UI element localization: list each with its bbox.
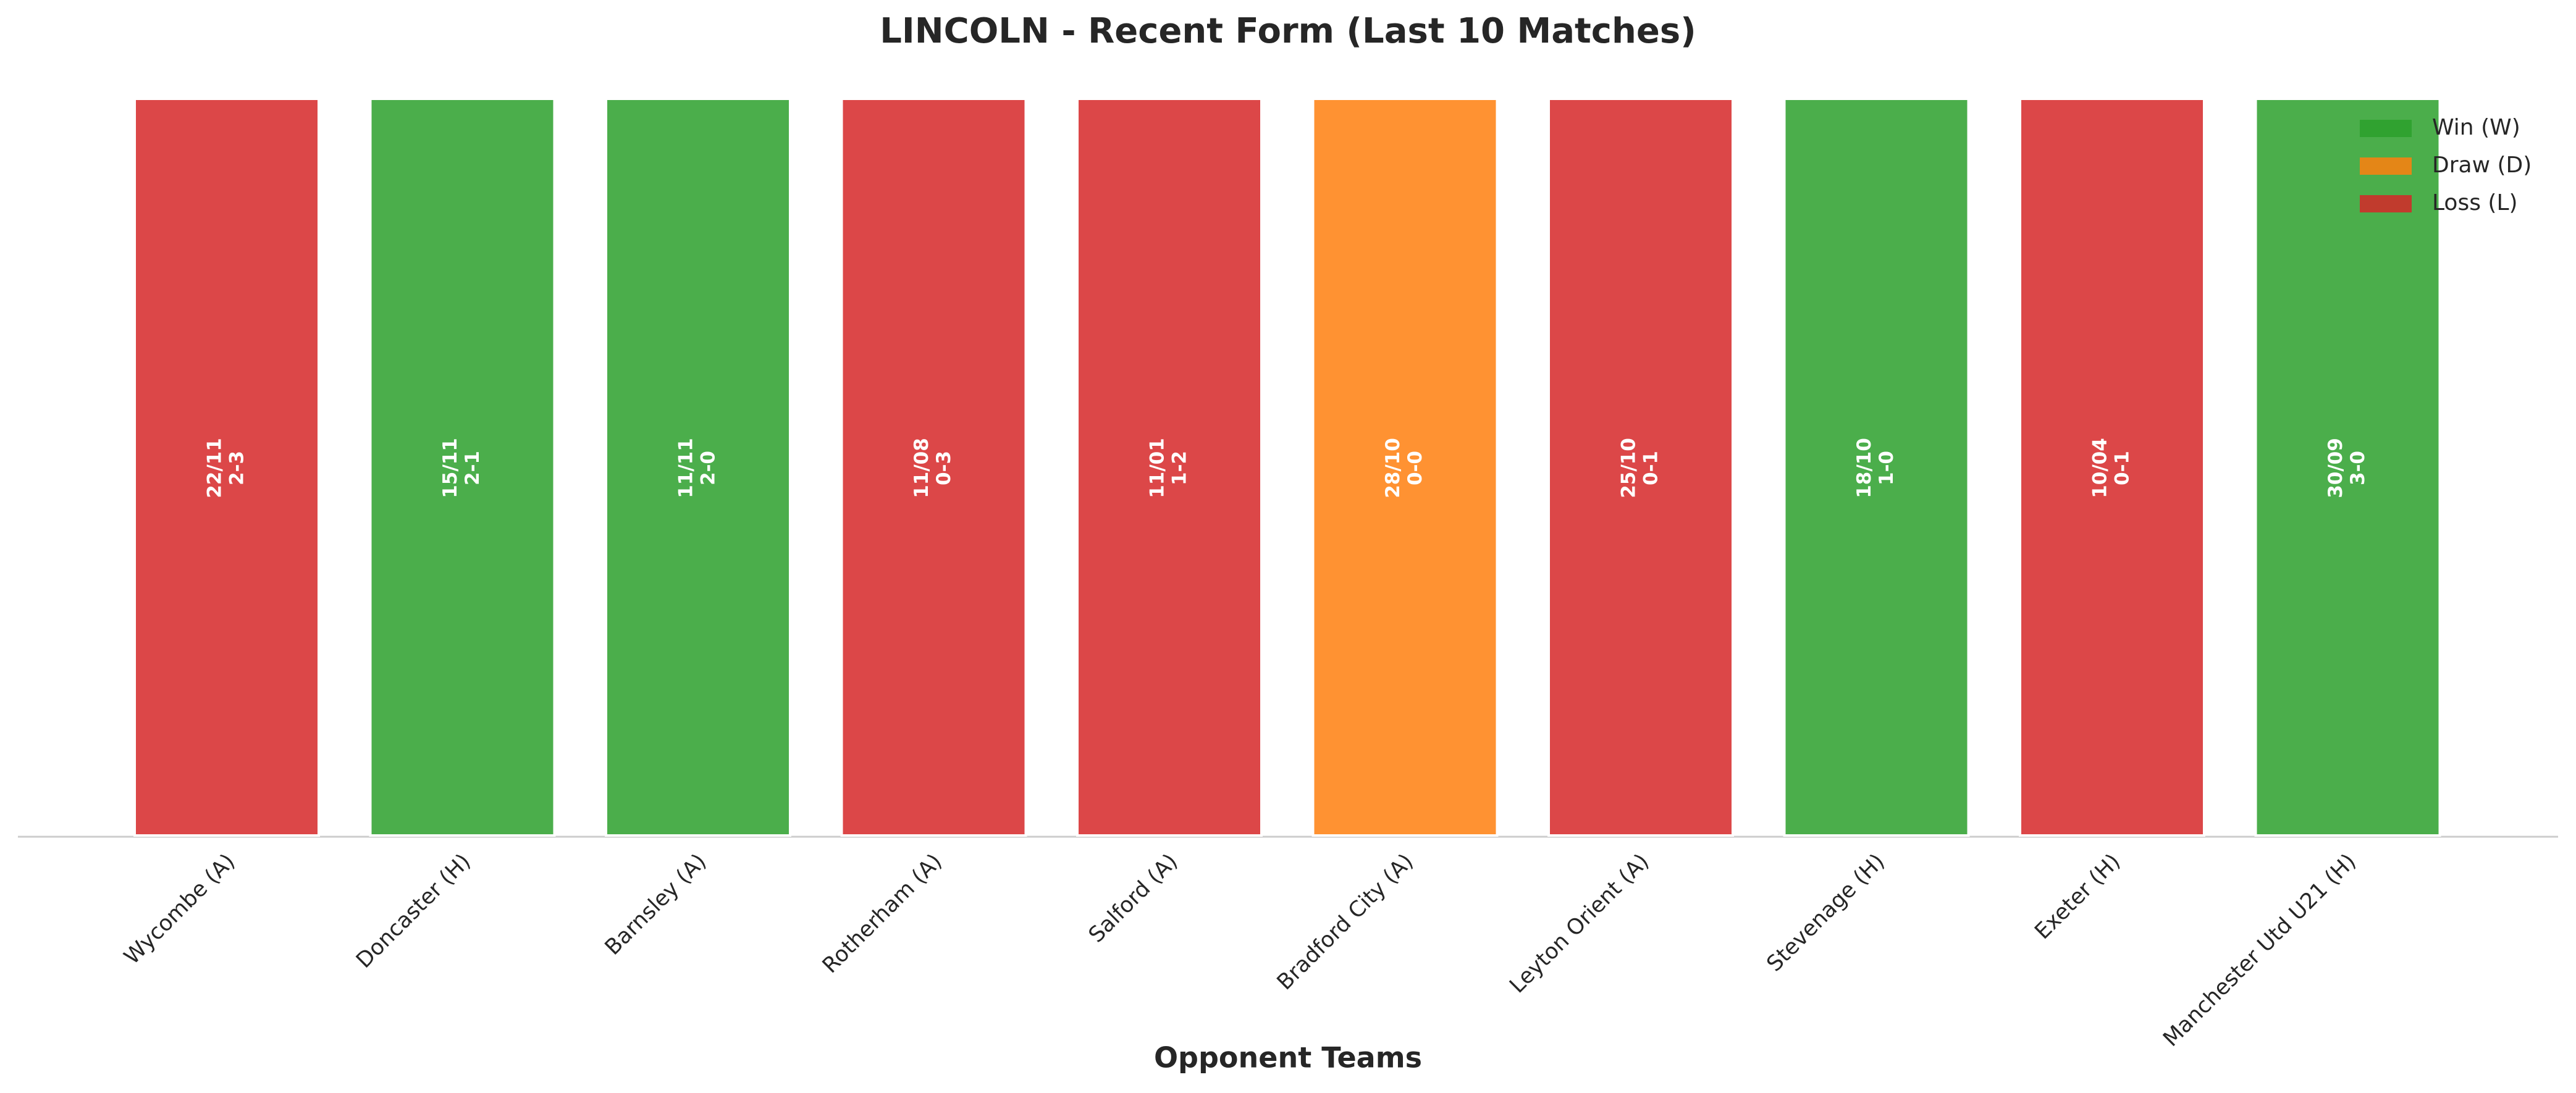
match-score: 0-1 [1640, 451, 1662, 485]
legend-label: Win (W) [2432, 115, 2520, 140]
x-tick-label: Barnsley (A) [600, 849, 712, 960]
result-bar [605, 98, 791, 837]
match-score: 0-3 [933, 451, 955, 485]
match-date: 10/04 [2089, 438, 2111, 498]
result-bar [369, 98, 556, 837]
legend-label: Draw (D) [2432, 153, 2532, 178]
match-date: 11/08 [911, 438, 933, 498]
chart-title: LINCOLN - Recent Form (Last 10 Matches) [880, 11, 1696, 51]
x-tick-label: Leyton Orient (A) [1505, 849, 1654, 998]
legend-label: Loss (L) [2432, 190, 2518, 216]
match-date: 25/10 [1618, 438, 1640, 498]
x-tick-label: Doncaster (H) [351, 849, 476, 973]
match-score: 2-3 [226, 451, 248, 485]
result-bar [840, 98, 1027, 837]
result-bar [1076, 98, 1263, 837]
match-date: 30/09 [2325, 438, 2347, 498]
match-date: 18/10 [1853, 438, 1875, 498]
result-bar [1311, 98, 1499, 837]
x-tick-label: Rotherham (A) [818, 849, 947, 978]
match-date: 15/11 [439, 438, 461, 498]
match-date: 28/10 [1382, 438, 1404, 498]
result-bar [1547, 98, 1734, 837]
x-tick-label: Manchester Utd U21 (H) [2158, 849, 2361, 1052]
match-score: 1-2 [1169, 451, 1191, 485]
match-score: 1-0 [1875, 451, 1898, 485]
x-tick-label: Exeter (H) [2031, 849, 2126, 944]
x-tick-label: Stevenage (H) [1762, 849, 1890, 976]
match-score: 0-0 [1404, 451, 1426, 485]
x-tick-label: Wycombe (A) [120, 849, 240, 969]
result-bar [133, 98, 320, 837]
result-bar [1783, 98, 1970, 837]
x-axis-label: Opponent Teams [1154, 1041, 1422, 1074]
match-score: 2-1 [461, 451, 484, 485]
match-score: 0-1 [2111, 451, 2134, 485]
result-bar [2019, 98, 2205, 837]
match-score: 3-0 [2347, 451, 2369, 485]
legend-swatch [2360, 120, 2412, 137]
match-date: 11/01 [1147, 438, 1169, 498]
match-score: 2-0 [697, 451, 720, 485]
legend-swatch [2360, 157, 2412, 175]
match-date: 22/11 [204, 438, 226, 498]
x-tick-label: Bradford City (A) [1273, 849, 1418, 995]
match-date: 11/11 [675, 438, 697, 498]
result-bar [2254, 98, 2441, 837]
legend-swatch [2360, 195, 2412, 212]
x-tick-label: Salford (A) [1084, 849, 1182, 947]
